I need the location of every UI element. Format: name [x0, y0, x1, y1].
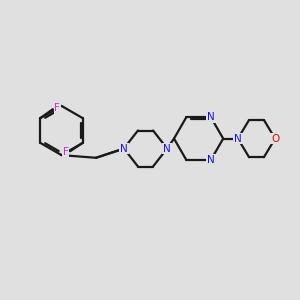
Text: F: F	[63, 147, 69, 158]
Text: F: F	[54, 103, 60, 113]
Text: N: N	[234, 134, 242, 144]
Text: N: N	[207, 112, 215, 122]
Text: N: N	[163, 143, 171, 154]
Text: N: N	[120, 143, 128, 154]
Text: N: N	[207, 155, 215, 165]
Text: O: O	[271, 134, 279, 144]
